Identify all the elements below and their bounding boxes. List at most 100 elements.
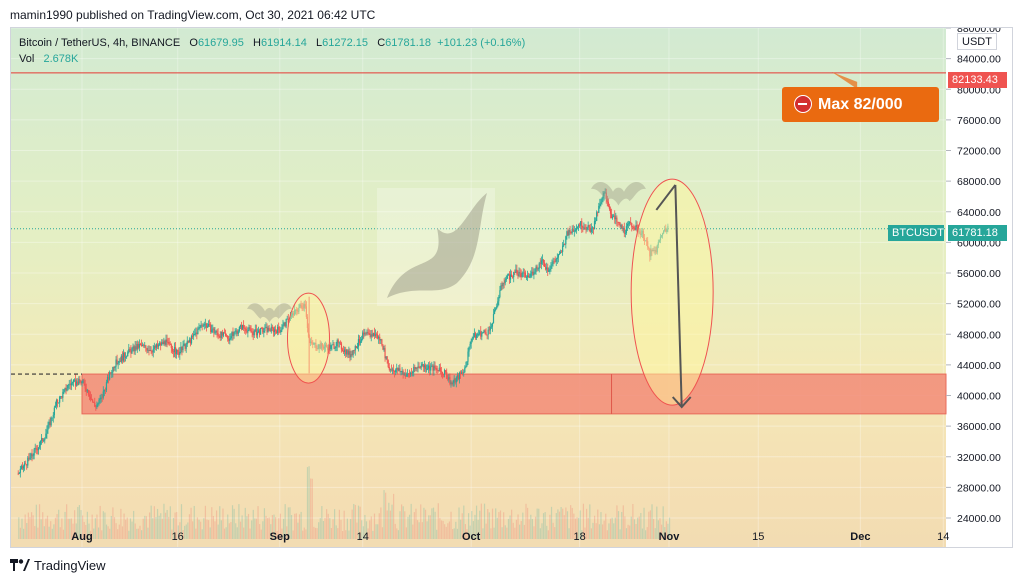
candle-body (293, 313, 295, 315)
volume-bar (61, 518, 63, 539)
candle-body (89, 396, 92, 400)
volume-bar (603, 520, 605, 539)
candle-body (351, 354, 353, 355)
candle-body (142, 345, 144, 347)
legend-symbol[interactable]: Bitcoin / TetherUS, 4h, BINANCE (19, 37, 181, 49)
candle-body (337, 340, 339, 343)
volume-bar (595, 523, 597, 539)
candle-body (408, 373, 411, 375)
candle-body (329, 345, 331, 349)
candle-body (121, 355, 124, 361)
volume-bar (458, 507, 460, 539)
footer-brand[interactable]: TradingView (10, 558, 106, 574)
candle-body (457, 375, 460, 380)
volume-bar (251, 520, 253, 539)
candle-body (173, 347, 176, 353)
candle-body (88, 394, 91, 397)
volume-bar (426, 521, 428, 539)
candle-body (102, 391, 104, 398)
candle-body (366, 332, 368, 334)
candle-body (44, 438, 46, 441)
volume-bar (219, 506, 221, 539)
candle-body (284, 322, 286, 327)
candle-body (402, 371, 404, 375)
candle-body (193, 334, 195, 337)
volume-bar (187, 522, 189, 539)
candle-body (299, 304, 301, 308)
candle-body (498, 296, 500, 302)
candle-body (210, 324, 212, 332)
volume-bar (215, 510, 218, 539)
volume-bar (512, 522, 514, 539)
volume-bar (241, 515, 243, 539)
candle-body (330, 345, 332, 349)
candle-body (50, 417, 52, 426)
volume-bar (257, 506, 259, 539)
candle-body (389, 369, 391, 371)
volume-bar (174, 512, 176, 539)
volume-bar (519, 524, 521, 539)
volume-bar (86, 511, 88, 539)
volume-bar (121, 526, 124, 539)
volume-bar (22, 528, 25, 539)
volume-bar (668, 517, 671, 539)
volume-bar (228, 523, 230, 539)
volume-bar (305, 529, 307, 539)
candle-body (437, 370, 439, 371)
candle-body (358, 339, 361, 343)
candle-body (143, 345, 145, 346)
price-chart[interactable]: 24000.00 28000.00 32000.00 36000.00 40000.00… (11, 28, 1012, 547)
candle-body (132, 346, 134, 349)
legend-volume-label[interactable]: Vol (19, 53, 35, 65)
volume-bar (80, 510, 82, 539)
volume-bar (359, 506, 361, 539)
candle-body (355, 346, 357, 349)
candle-body (530, 273, 532, 277)
candle-body (172, 351, 175, 353)
candle-body (55, 400, 58, 406)
candle-body (424, 365, 427, 370)
footer-brand-text: TradingView (34, 558, 106, 573)
currency-label[interactable]: USDT (957, 33, 997, 50)
candle-body (325, 344, 328, 347)
candle-body (287, 318, 289, 323)
legend-high-label: H (253, 37, 261, 49)
volume-bar (161, 518, 163, 539)
candle-body (116, 359, 118, 364)
candle-body (195, 332, 197, 335)
candle-body (280, 330, 282, 333)
candle-body (66, 388, 68, 391)
candle-body (357, 339, 360, 347)
candle-body (244, 327, 246, 329)
candle-body (605, 192, 607, 199)
volume-bar (37, 527, 39, 539)
volume-bar (34, 526, 36, 539)
volume-bar (53, 524, 55, 539)
candle-body (447, 378, 449, 380)
candle-body (119, 360, 121, 362)
candle-body (124, 357, 127, 358)
volume-bar (75, 523, 77, 539)
candle-body (381, 339, 383, 345)
volume-bar (156, 508, 159, 539)
candle-body (585, 228, 587, 230)
candle-body (28, 457, 30, 459)
chart-frame[interactable]: 24000.00 28000.00 32000.00 36000.00 40000.00… (10, 27, 1013, 548)
candle-body (555, 259, 557, 262)
candle-body (33, 449, 35, 456)
candle-body (450, 382, 452, 384)
candle-body (620, 225, 622, 227)
volume-bar (547, 530, 549, 539)
volume-bar (469, 525, 471, 539)
volume-bar (641, 528, 644, 539)
max-target-callout[interactable]: Max 82/000 (782, 87, 939, 122)
volume-bar (239, 521, 242, 539)
candle-body (475, 334, 478, 338)
volume-bar (593, 515, 596, 539)
volume-bar (145, 516, 147, 539)
volume-bar (377, 524, 379, 539)
candle-body (487, 329, 489, 335)
candle-body (320, 343, 322, 349)
candle-body (220, 331, 222, 338)
volume-bar (617, 511, 620, 539)
